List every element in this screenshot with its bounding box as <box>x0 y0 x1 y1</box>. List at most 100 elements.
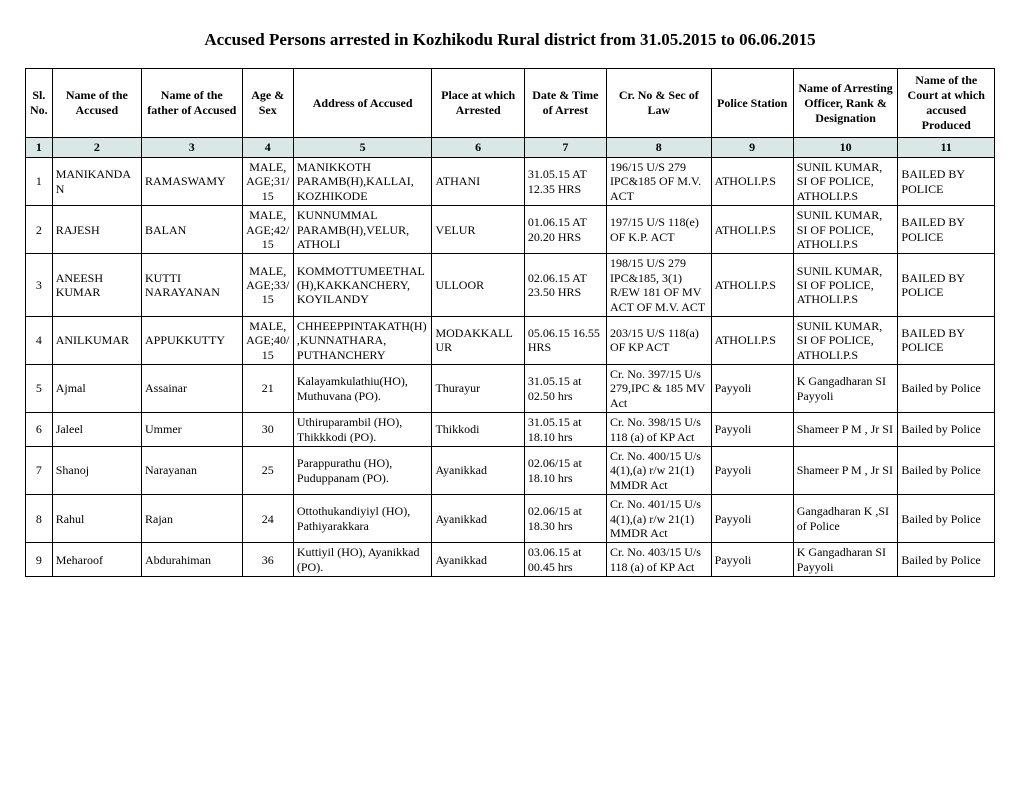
cell-place: ATHANI <box>432 158 524 206</box>
cell-name: RAJESH <box>52 206 141 254</box>
cell-sl: 2 <box>26 206 53 254</box>
col-num: 10 <box>793 138 898 158</box>
cell-sl: 8 <box>26 495 53 543</box>
col-header-name: Name of the Accused <box>52 69 141 138</box>
table-row: 1MANIKANDANRAMASWAMYMALE, AGE;31/15MANIK… <box>26 158 995 206</box>
col-num: 8 <box>606 138 711 158</box>
cell-age: MALE, AGE;31/15 <box>242 158 293 206</box>
cell-addr: Parappurathu (HO), Puduppanam (PO). <box>293 447 432 495</box>
cell-name: Meharoof <box>52 543 141 577</box>
cell-sl: 4 <box>26 316 53 364</box>
cell-place: ULLOOR <box>432 254 524 317</box>
page-title: Accused Persons arrested in Kozhikodu Ru… <box>25 30 995 50</box>
col-header-father: Name of the father of Accused <box>141 69 242 138</box>
cell-father: Ummer <box>141 413 242 447</box>
cell-age: 21 <box>242 365 293 413</box>
cell-date: 01.06.15 AT 20.20 HRS <box>524 206 606 254</box>
table-row: 9MeharoofAbdurahiman36Kuttiyil (HO), Aya… <box>26 543 995 577</box>
cell-place: VELUR <box>432 206 524 254</box>
table-row: 8RahulRajan24Ottothukandiyiyl (HO), Path… <box>26 495 995 543</box>
table-row: 4ANILKUMARAPPUKKUTTYMALE, AGE;40/15CHHEE… <box>26 316 995 364</box>
col-header-court: Name of the Court at which accused Produ… <box>898 69 995 138</box>
cell-law: 196/15 U/S 279 IPC&185 OF M.V. ACT <box>606 158 711 206</box>
col-num: 2 <box>52 138 141 158</box>
cell-ps: ATHOLI.P.S <box>711 316 793 364</box>
col-num: 7 <box>524 138 606 158</box>
cell-court: BAILED BY POLICE <box>898 206 995 254</box>
cell-date: 31.05.15 AT 12.35 HRS <box>524 158 606 206</box>
cell-officer: Gangadharan K ,SI of Police <box>793 495 898 543</box>
cell-law: Cr. No. 397/15 U/s 279,IPC & 185 MV Act <box>606 365 711 413</box>
cell-father: BALAN <box>141 206 242 254</box>
cell-officer: Shameer P M , Jr SI <box>793 447 898 495</box>
cell-father: Narayanan <box>141 447 242 495</box>
cell-age: MALE, AGE;40/15 <box>242 316 293 364</box>
cell-court: Bailed by Police <box>898 365 995 413</box>
cell-date: 31.05.15 at 18.10 hrs <box>524 413 606 447</box>
cell-name: Ajmal <box>52 365 141 413</box>
cell-age: MALE, AGE;33/15 <box>242 254 293 317</box>
cell-officer: SUNIL KUMAR, SI OF POLICE, ATHOLI.P.S <box>793 254 898 317</box>
col-header-date: Date & Time of Arrest <box>524 69 606 138</box>
cell-law: Cr. No. 398/15 U/s 118 (a) of KP Act <box>606 413 711 447</box>
cell-father: APPUKKUTTY <box>141 316 242 364</box>
cell-court: BAILED BY POLICE <box>898 254 995 317</box>
cell-law: 203/15 U/S 118(a) OF KP ACT <box>606 316 711 364</box>
cell-ps: Payyoli <box>711 365 793 413</box>
cell-officer: Shameer P M , Jr SI <box>793 413 898 447</box>
cell-date: 31.05.15 at 02.50 hrs <box>524 365 606 413</box>
cell-court: Bailed by Police <box>898 495 995 543</box>
col-num: 1 <box>26 138 53 158</box>
cell-addr: KOMMOTTUMEETHAL(H),KAKKANCHERY, KOYILAND… <box>293 254 432 317</box>
cell-father: RAMASWAMY <box>141 158 242 206</box>
cell-sl: 9 <box>26 543 53 577</box>
cell-father: Abdurahiman <box>141 543 242 577</box>
cell-age: 30 <box>242 413 293 447</box>
cell-age: 36 <box>242 543 293 577</box>
col-header-law: Cr. No & Sec of Law <box>606 69 711 138</box>
cell-addr: Uthiruparambil (HO), Thikkkodi (PO). <box>293 413 432 447</box>
table-header-row: Sl. No. Name of the Accused Name of the … <box>26 69 995 138</box>
cell-place: Ayanikkad <box>432 447 524 495</box>
arrest-table: Sl. No. Name of the Accused Name of the … <box>25 68 995 577</box>
cell-name: ANEESH KUMAR <box>52 254 141 317</box>
cell-addr: MANIKKOTH PARAMB(H),KALLAI, KOZHIKODE <box>293 158 432 206</box>
cell-ps: Payyoli <box>711 413 793 447</box>
table-body: 1MANIKANDANRAMASWAMYMALE, AGE;31/15MANIK… <box>26 158 995 577</box>
col-header-officer: Name of Arresting Officer, Rank & Design… <box>793 69 898 138</box>
cell-father: KUTTI NARAYANAN <box>141 254 242 317</box>
cell-sl: 6 <box>26 413 53 447</box>
cell-law: Cr. No. 401/15 U/s 4(1),(a) r/w 21(1) MM… <box>606 495 711 543</box>
cell-officer: K Gangadharan SI Payyoli <box>793 543 898 577</box>
table-row: 3ANEESH KUMARKUTTI NARAYANANMALE, AGE;33… <box>26 254 995 317</box>
cell-addr: Kalayamkulathiu(HO), Muthuvana (PO). <box>293 365 432 413</box>
cell-officer: SUNIL KUMAR, SI OF POLICE, ATHOLI.P.S <box>793 206 898 254</box>
cell-law: Cr. No. 400/15 U/s 4(1),(a) r/w 21(1) MM… <box>606 447 711 495</box>
table-row: 7ShanojNarayanan25Parappurathu (HO), Pud… <box>26 447 995 495</box>
cell-ps: Payyoli <box>711 495 793 543</box>
cell-name: MANIKANDAN <box>52 158 141 206</box>
cell-date: 03.06.15 at 00.45 hrs <box>524 543 606 577</box>
col-num: 4 <box>242 138 293 158</box>
table-row: 2RAJESHBALANMALE, AGE;42/15KUNNUMMAL PAR… <box>26 206 995 254</box>
cell-sl: 1 <box>26 158 53 206</box>
col-header-sl: Sl. No. <box>26 69 53 138</box>
cell-date: 05.06.15 16.55 HRS <box>524 316 606 364</box>
cell-place: MODAKKALLUR <box>432 316 524 364</box>
cell-sl: 3 <box>26 254 53 317</box>
table-number-row: 1 2 3 4 5 6 7 8 9 10 11 <box>26 138 995 158</box>
cell-place: Ayanikkad <box>432 543 524 577</box>
table-row: 5AjmalAssainar21Kalayamkulathiu(HO), Mut… <box>26 365 995 413</box>
cell-ps: ATHOLI.P.S <box>711 158 793 206</box>
cell-officer: SUNIL KUMAR, SI OF POLICE, ATHOLI.P.S <box>793 158 898 206</box>
cell-court: Bailed by Police <box>898 447 995 495</box>
cell-court: Bailed by Police <box>898 413 995 447</box>
col-header-ps: Police Station <box>711 69 793 138</box>
cell-date: 02.06/15 at 18.10 hrs <box>524 447 606 495</box>
cell-addr: Kuttiyil (HO), Ayanikkad (PO). <box>293 543 432 577</box>
col-header-place: Place at which Arrested <box>432 69 524 138</box>
cell-father: Rajan <box>141 495 242 543</box>
cell-ps: ATHOLI.P.S <box>711 206 793 254</box>
cell-sl: 7 <box>26 447 53 495</box>
cell-father: Assainar <box>141 365 242 413</box>
